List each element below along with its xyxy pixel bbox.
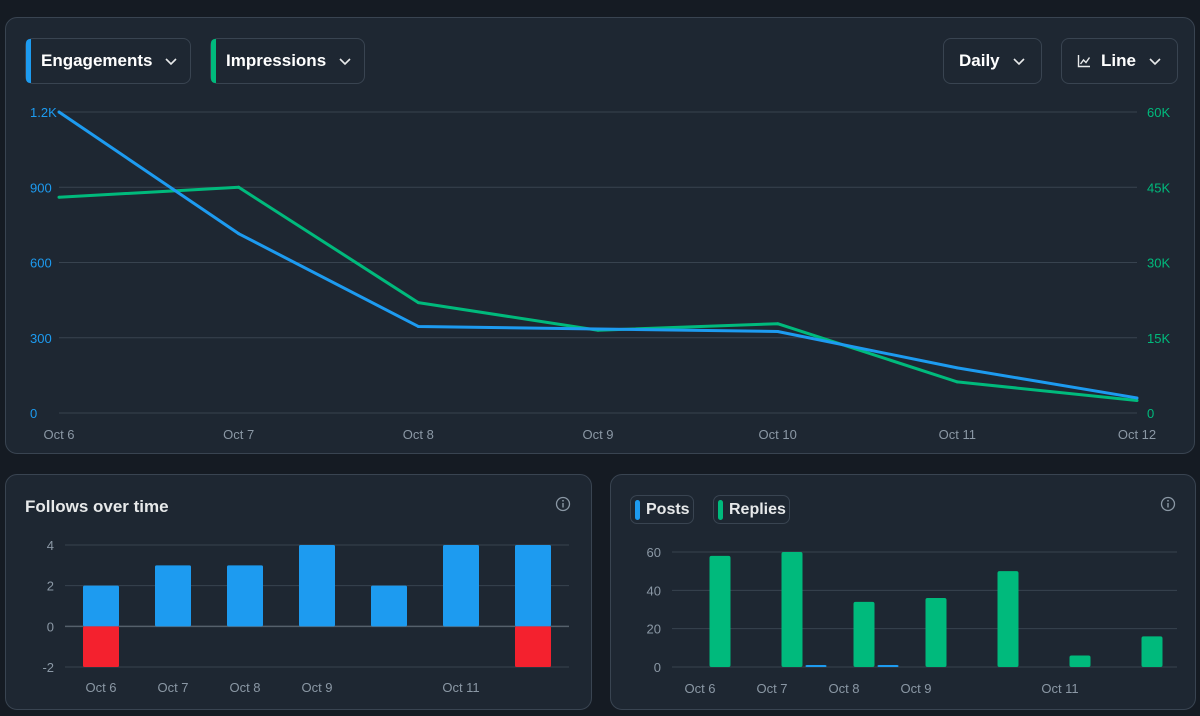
x-tick-label: Oct 11 <box>939 427 976 442</box>
posts-legend-toggle[interactable]: Posts <box>630 495 694 524</box>
interval-dropdown-label: Daily <box>959 51 1000 70</box>
replies-bar <box>781 552 803 667</box>
y-tick-label: 20 <box>647 622 661 637</box>
y-tick-label: 40 <box>647 583 661 598</box>
posts-bar <box>877 665 899 667</box>
replies-legend-label: Replies <box>729 500 786 518</box>
posts-color-marker <box>635 499 640 520</box>
engagements-data-point <box>57 110 61 114</box>
impressions-data-point <box>776 322 780 326</box>
replies-color-marker <box>718 499 723 520</box>
follows-bar <box>515 545 551 627</box>
replies-bar <box>709 555 731 667</box>
impressions-dropdown-label: Impressions <box>226 51 327 70</box>
left-y-tick-label: 0 <box>30 406 37 421</box>
engagement-chart-panel: Engagements Impressions Daily Line 0 300 6… <box>5 17 1195 454</box>
x-tick-label: Oct 6 <box>43 427 74 442</box>
chevron-down-icon <box>339 58 351 66</box>
follows-panel: Follows over time -2 0 2 4 Oct 6 Oct 7 Oct 8 Oc… <box>5 474 592 710</box>
engagements-data-point <box>955 366 959 370</box>
impressions-data-point <box>416 301 420 305</box>
y-tick-label: 4 <box>47 538 54 553</box>
y-tick-label: 0 <box>654 660 661 675</box>
x-tick-label: Oct 8 <box>828 681 859 696</box>
x-tick-label: Oct 10 <box>759 427 797 442</box>
x-tick-label: Oct 7 <box>223 427 254 442</box>
x-tick-label: Oct 8 <box>229 680 260 695</box>
right-y-tick-label: 60K <box>1147 105 1170 120</box>
right-y-tick-label: 0 <box>1147 406 1154 421</box>
x-tick-label: Oct 7 <box>756 681 787 696</box>
posts-replies-bar-chart: 0 20 40 60 Oct 6 Oct 7 Oct 8 Oct 9 Oct 11 <box>647 545 1177 696</box>
posts-replies-panel: Posts Replies 0 20 40 60 Oct 6 Oct 7 Oct 8 Oct … <box>610 474 1196 710</box>
interval-dropdown[interactable]: Daily <box>943 38 1042 84</box>
follows-bar <box>227 565 263 627</box>
x-tick-label: Oct 12 <box>1118 427 1156 442</box>
engagements-data-point <box>237 232 241 236</box>
engagements-dropdown-label: Engagements <box>41 51 153 70</box>
impressions-data-point <box>1135 398 1139 402</box>
engagements-metric-dropdown[interactable]: Engagements <box>25 38 191 84</box>
engagements-data-point <box>1135 396 1139 400</box>
engagements-data-point <box>416 324 420 328</box>
x-tick-label: Oct 9 <box>301 680 332 695</box>
engagements-series-line <box>58 110 1138 400</box>
x-tick-label: Oct 6 <box>85 680 116 695</box>
right-y-tick-label: 30K <box>1147 256 1170 271</box>
posts-bar <box>805 665 827 667</box>
chevron-down-icon <box>1013 58 1025 66</box>
x-tick-label: Oct 11 <box>1041 681 1078 696</box>
impressions-color-marker <box>211 39 216 83</box>
left-y-tick-label: 300 <box>30 331 52 346</box>
follows-bar <box>155 565 191 627</box>
follows-bar <box>299 545 335 627</box>
replies-bar <box>853 601 875 667</box>
left-y-tick-label: 900 <box>30 180 52 195</box>
replies-legend-toggle[interactable]: Replies <box>713 495 790 524</box>
engagement-impressions-line-chart: 0 300 600 900 1.2K 0 15K 30K 45K 60K Oct 6 Oct 7 Oct… <box>30 105 1170 442</box>
x-tick-label: Oct 7 <box>157 680 188 695</box>
impressions-series-line <box>58 185 1138 402</box>
replies-bar <box>997 571 1019 667</box>
engagements-data-point <box>596 327 600 331</box>
y-tick-label: -2 <box>42 660 54 675</box>
engagements-data-point <box>776 329 780 333</box>
replies-bar <box>1069 655 1091 667</box>
y-tick-label: 2 <box>47 579 54 594</box>
info-icon[interactable] <box>1160 496 1176 512</box>
impressions-data-point <box>955 380 959 384</box>
x-tick-label: Oct 9 <box>582 427 613 442</box>
follows-bar <box>371 585 407 627</box>
x-tick-label: Oct 6 <box>684 681 715 696</box>
info-icon[interactable] <box>555 496 571 512</box>
impressions-metric-dropdown[interactable]: Impressions <box>210 38 365 84</box>
unfollows-bar <box>83 626 119 667</box>
right-y-tick-label: 45K <box>1147 180 1170 195</box>
y-tick-label: 60 <box>647 545 661 560</box>
follows-bar-chart: -2 0 2 4 Oct 6 Oct 7 Oct 8 Oct 9 Oct 11 <box>42 538 569 695</box>
follows-title: Follows over time <box>25 497 169 516</box>
x-tick-label: Oct 9 <box>900 681 931 696</box>
chevron-down-icon <box>165 58 178 66</box>
left-y-tick-label: 1.2K <box>30 105 57 120</box>
engagements-color-marker <box>26 39 31 83</box>
follows-bar <box>83 585 119 627</box>
replies-bar <box>1141 636 1163 667</box>
replies-bar <box>925 598 947 667</box>
x-tick-label: Oct 11 <box>442 680 479 695</box>
impressions-data-point <box>57 195 61 199</box>
chart-type-dropdown-label: Line <box>1101 51 1136 70</box>
follows-bar <box>443 545 479 627</box>
x-tick-label: Oct 8 <box>403 427 434 442</box>
chart-type-dropdown[interactable]: Line <box>1061 38 1178 84</box>
unfollows-bar <box>515 626 551 667</box>
chevron-down-icon <box>1149 58 1161 66</box>
impressions-data-point <box>237 185 241 189</box>
line-chart-icon <box>1077 55 1091 68</box>
y-tick-label: 0 <box>47 619 54 634</box>
posts-legend-label: Posts <box>646 500 690 518</box>
right-y-tick-label: 15K <box>1147 331 1170 346</box>
left-y-tick-label: 600 <box>30 256 52 271</box>
